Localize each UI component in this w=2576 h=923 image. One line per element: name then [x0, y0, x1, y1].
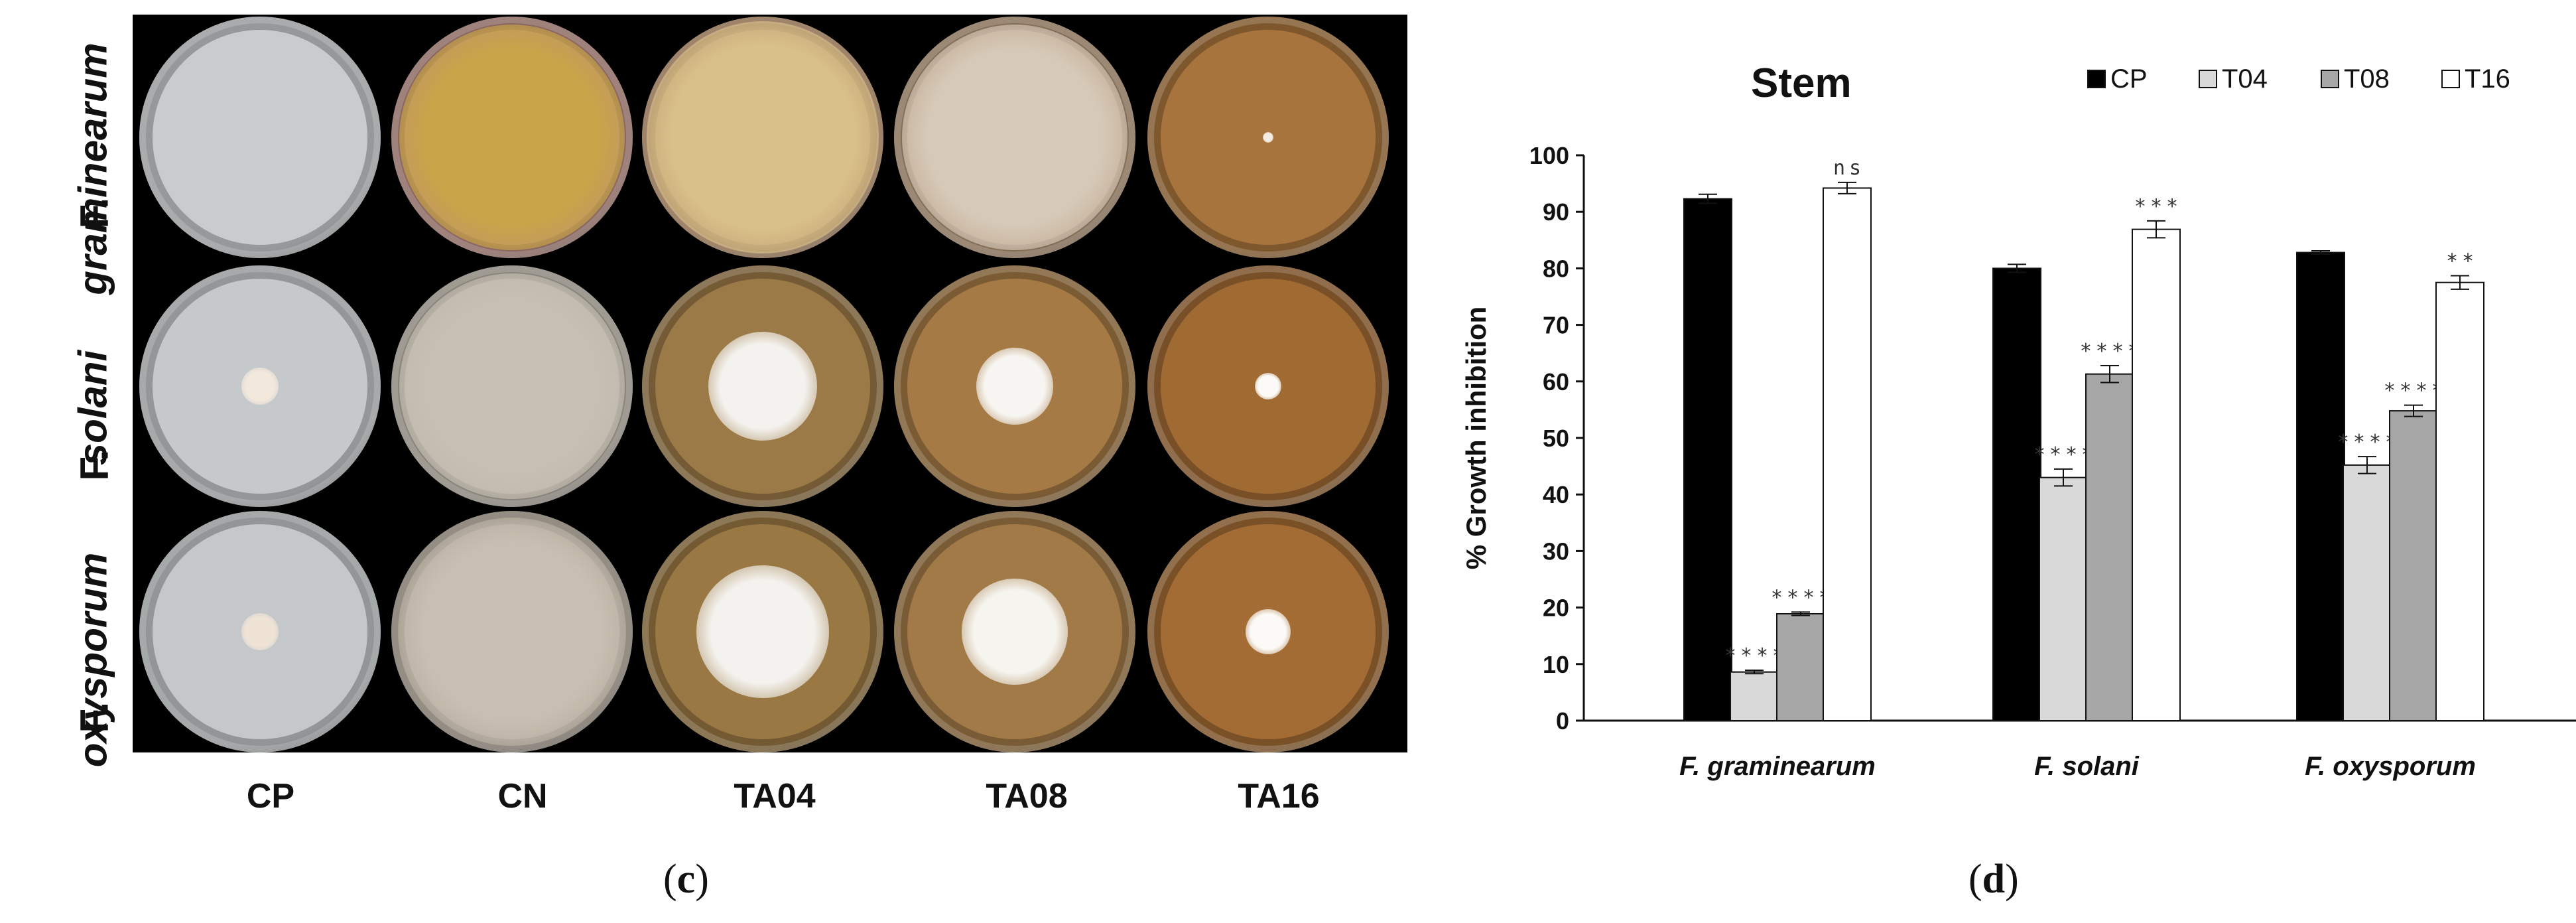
y-tick-label: 10 [1543, 651, 1569, 678]
significance-label: **** [2080, 340, 2144, 363]
y-tick-label: 70 [1543, 312, 1569, 339]
col-label-cn: CN [497, 777, 548, 816]
fungal-colony [1263, 132, 1273, 143]
bar-cp [2296, 251, 2345, 721]
bar-t04 [2039, 476, 2088, 721]
fungal-colony [1255, 373, 1281, 399]
bar-t08 [2389, 410, 2438, 721]
legend-label-cp: CP [2110, 64, 2148, 94]
legend-label-t08: T08 [2344, 64, 2390, 94]
significance-label: ** [2446, 249, 2478, 273]
y-tick-label: 20 [1543, 595, 1569, 622]
bar-t04 [1730, 671, 1779, 722]
x-category-label: F. oxysporum [2305, 752, 2476, 781]
y-tick-label: 50 [1543, 425, 1569, 452]
bar-t16 [2132, 228, 2181, 721]
petri-dish [1147, 17, 1389, 258]
bar-t08 [2085, 373, 2134, 721]
bar-t04 [2343, 464, 2392, 721]
bar-cp [1992, 267, 2041, 721]
significance-label: **** [1771, 586, 1835, 609]
y-tick-label: 0 [1556, 707, 1569, 735]
petri-dish [1147, 265, 1389, 507]
fungal-colony [1246, 609, 1291, 654]
bar-t08 [1776, 612, 1825, 721]
significance-label: **** [2384, 380, 2447, 403]
fungal-colony [902, 25, 1127, 250]
fungal-colony [708, 332, 817, 441]
y-tick-label: 60 [1543, 368, 1569, 395]
petri-dish [894, 17, 1135, 258]
col-label-ta04: TA04 [734, 777, 816, 816]
petri-dish [391, 511, 633, 752]
fungal-colony [962, 579, 1068, 685]
significance-label: **** [1724, 644, 1788, 668]
fungal-colony [399, 25, 625, 250]
petri-dish [391, 17, 633, 258]
y-tick-label: 80 [1543, 255, 1569, 282]
fungal-colony [647, 21, 879, 253]
significance-label: ns [1833, 157, 1865, 180]
legend-label-t16: T16 [2465, 64, 2510, 94]
row-label-solani-species: solani [70, 350, 115, 466]
petri-dish [894, 265, 1135, 507]
fungal-colony [976, 348, 1053, 425]
y-tick-label: 90 [1543, 198, 1569, 226]
petri-dish [139, 511, 381, 752]
petri-dish [391, 265, 633, 507]
col-label-cp: CP [246, 777, 295, 816]
legend-swatch-t16 [2441, 70, 2460, 88]
x-category-label: F. solani [2034, 752, 2140, 781]
bar-t16 [1823, 187, 1872, 721]
legend-swatch-t08 [2321, 70, 2339, 88]
fungal-colony [696, 565, 829, 698]
significance-label: **** [2033, 443, 2097, 466]
y-tick-label: 100 [1529, 142, 1569, 169]
y-tick-label: 30 [1543, 537, 1569, 565]
panel-letter-d: (d) [1968, 857, 2019, 902]
petri-dish [894, 511, 1135, 752]
growth-inhibition-chart: Stem 0 10 20 30 40 50 60 70 80 90 100 % Growth inhib… [1460, 60, 2576, 781]
y-axis-label: % Growth inhibition [1460, 307, 1492, 570]
significance-label: *** [2134, 195, 2182, 218]
legend-swatch-t04 [2199, 70, 2217, 88]
petri-dish [139, 17, 381, 258]
petri-dish [642, 17, 883, 258]
bar-cp [1683, 198, 1732, 721]
significance-label: **** [2337, 431, 2401, 454]
petri-dish [642, 511, 883, 752]
col-label-ta16: TA16 [1238, 777, 1320, 816]
petri-dish [139, 265, 381, 507]
legend-label-t04: T04 [2222, 64, 2268, 94]
chart-title: Stem [1751, 60, 1852, 106]
petri-dish [642, 265, 883, 507]
fungal-colony [241, 368, 279, 405]
row-label-oxysporum-species: oxysporum [70, 552, 115, 768]
bar-t16 [2435, 281, 2484, 721]
petri-dish [1147, 511, 1389, 752]
y-tick-label: 40 [1543, 481, 1569, 508]
fungal-colony [241, 613, 279, 650]
legend-swatch-cp [2087, 70, 2106, 88]
fungal-colony [399, 273, 625, 499]
fungal-colony [398, 518, 626, 746]
petri-dish-photo-grid [133, 15, 1407, 752]
x-category-label: F. graminearum [1679, 752, 1876, 781]
col-label-ta08: TA08 [986, 777, 1068, 816]
panel-letter-c: (c) [663, 857, 709, 902]
